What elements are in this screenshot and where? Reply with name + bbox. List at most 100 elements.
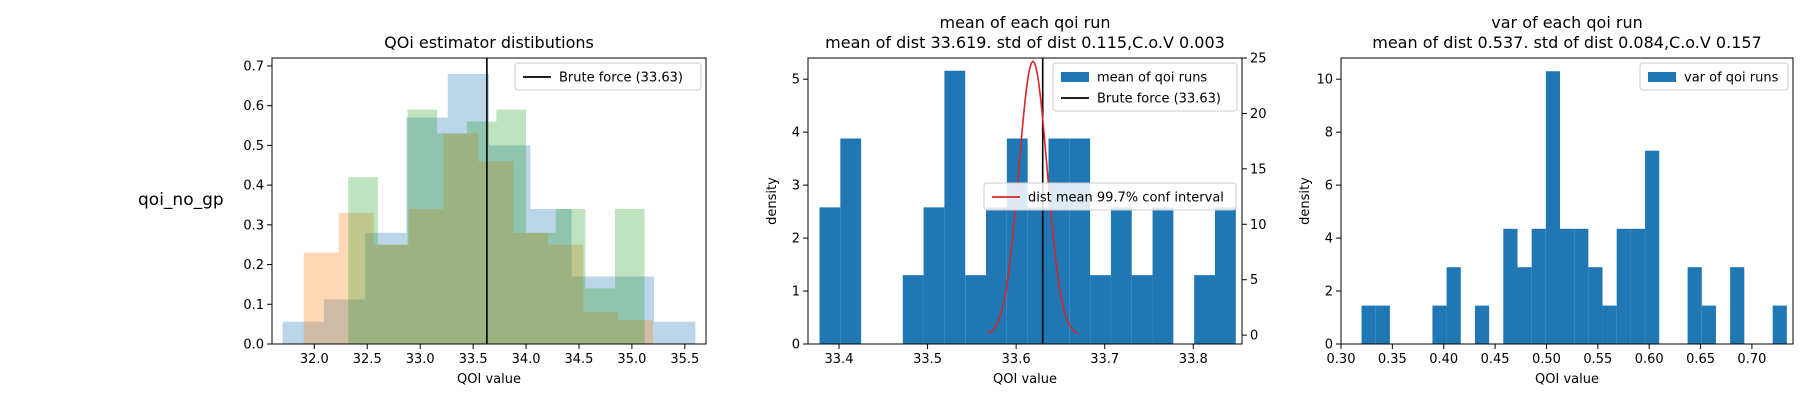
x-tick-label: 32.5 bbox=[353, 352, 382, 367]
hist-bar bbox=[447, 73, 489, 344]
hist-bar bbox=[496, 109, 527, 344]
x-tick-label: 33.6 bbox=[1002, 352, 1031, 367]
hist-bar bbox=[1730, 267, 1745, 344]
hist-bar bbox=[530, 208, 572, 344]
chart-title: mean of each qoi run bbox=[940, 13, 1111, 32]
chart-title: var of each qoi run bbox=[1491, 13, 1642, 32]
hist-bar bbox=[1602, 305, 1617, 344]
confidence-curve bbox=[987, 60, 1079, 335]
hist-bar bbox=[618, 320, 654, 344]
x-tick-label: 33.5 bbox=[913, 352, 942, 367]
hist-bar bbox=[583, 312, 619, 344]
right-y-tick-label: 0 bbox=[1250, 329, 1258, 344]
hist-bar bbox=[1645, 150, 1660, 344]
hist-bar bbox=[585, 288, 615, 344]
x-tick-label: 34.5 bbox=[564, 352, 593, 367]
x-tick-label: 33.7 bbox=[1090, 352, 1119, 367]
x-axis-label: QOI value bbox=[993, 372, 1057, 387]
hist-bar bbox=[407, 109, 438, 344]
hist-bar bbox=[1517, 267, 1532, 344]
hist-bar bbox=[1630, 228, 1646, 344]
hist-bar bbox=[1048, 138, 1070, 344]
hist-bar bbox=[408, 208, 444, 344]
x-tick-label: 0.50 bbox=[1532, 352, 1561, 367]
hist-bar bbox=[489, 145, 531, 344]
legend-label: Brute force (33.63) bbox=[1097, 92, 1221, 107]
hist-bar bbox=[1772, 305, 1787, 344]
y-tick-label: 3 bbox=[792, 179, 800, 194]
x-tick-label: 0.35 bbox=[1378, 352, 1407, 367]
hist-bar bbox=[1545, 71, 1561, 345]
y-tick-label: 0.1 bbox=[243, 298, 264, 313]
x-tick-label: 35.0 bbox=[617, 352, 646, 367]
x-axis-label: QOI value bbox=[1535, 372, 1599, 387]
y-axis-label: density bbox=[1298, 177, 1313, 225]
y-tick-label: 0 bbox=[1325, 338, 1333, 353]
legend-label: Brute force (33.63) bbox=[559, 71, 683, 86]
row-label: qoi_no_gp bbox=[138, 190, 224, 210]
y-tick-label: 2 bbox=[792, 232, 800, 247]
hist-bar bbox=[1432, 305, 1447, 344]
plot-frame bbox=[271, 57, 707, 345]
hist-bar bbox=[443, 133, 479, 344]
legend-label: dist mean 99.7% conf interval bbox=[1028, 191, 1224, 206]
hist-bar bbox=[377, 244, 408, 344]
hist-bar bbox=[1361, 305, 1376, 344]
chart-panel-mean-of-runs: 0 5 10 15 20 25 33.4 33.5 33.6 33.7 33.8 0 1 2 3 4 5 QOI … bbox=[765, 13, 1267, 387]
hist-bar bbox=[571, 276, 613, 344]
legend-label: mean of qoi runs bbox=[1097, 71, 1207, 86]
hist-bar bbox=[282, 321, 324, 344]
hist-bar bbox=[1474, 305, 1490, 344]
hist-bar bbox=[348, 177, 378, 344]
legend-box bbox=[1052, 62, 1238, 112]
y-tick-label: 10 bbox=[1316, 73, 1333, 88]
legend-box bbox=[1639, 62, 1789, 91]
legend-box bbox=[983, 182, 1237, 211]
hist-bar bbox=[437, 133, 467, 344]
hist-bar bbox=[1006, 138, 1028, 344]
x-tick-label: 33.0 bbox=[406, 352, 435, 367]
hist-bar bbox=[526, 232, 556, 344]
y-tick-label: 0.0 bbox=[243, 338, 264, 353]
y-tick-label: 4 bbox=[1325, 232, 1333, 247]
hist-bar bbox=[406, 117, 448, 344]
hist-bar bbox=[1194, 275, 1215, 344]
hist-bar bbox=[365, 232, 407, 344]
hist-bar bbox=[1616, 228, 1631, 344]
hist-bar bbox=[1027, 207, 1049, 344]
y-tick-label: 0.5 bbox=[243, 139, 264, 154]
hist-bar bbox=[902, 275, 924, 344]
hist-bar bbox=[1069, 138, 1091, 344]
x-tick-label: 0.60 bbox=[1635, 352, 1664, 367]
hist-bar bbox=[614, 208, 645, 344]
x-tick-label: 33.8 bbox=[1179, 352, 1208, 367]
right-y-tick-label: 25 bbox=[1250, 52, 1267, 67]
hist-bar bbox=[840, 138, 862, 344]
x-tick-label: 32.0 bbox=[300, 352, 329, 367]
hist-bar bbox=[323, 299, 366, 344]
legend-label: var of qoi runs bbox=[1684, 71, 1779, 86]
y-tick-label: 0.7 bbox=[243, 59, 264, 74]
hist-bar bbox=[1375, 305, 1390, 344]
y-tick-label: 0.4 bbox=[243, 179, 264, 194]
y-tick-label: 0 bbox=[792, 338, 800, 353]
hist-bar bbox=[1588, 267, 1603, 344]
hist-bar bbox=[1131, 275, 1153, 344]
x-tick-label: 0.45 bbox=[1481, 352, 1510, 367]
chart-title: QOi estimator distibutions bbox=[384, 33, 594, 52]
hist-bar bbox=[1503, 228, 1518, 344]
x-tick-label: 0.65 bbox=[1686, 352, 1715, 367]
chart-subtitle: mean of dist 0.537. std of dist 0.084,C.… bbox=[1372, 33, 1761, 52]
right-y-tick-label: 15 bbox=[1250, 162, 1267, 177]
x-tick-label: 0.40 bbox=[1429, 352, 1458, 367]
hist-bar bbox=[923, 207, 945, 344]
plot-frame bbox=[1340, 57, 1794, 345]
hist-bar bbox=[1687, 267, 1702, 344]
hist-bar bbox=[1214, 207, 1236, 344]
x-tick-label: 35.5 bbox=[670, 352, 699, 367]
hist-bar bbox=[654, 321, 696, 344]
hist-bar bbox=[478, 161, 514, 344]
hist-bar bbox=[1701, 305, 1716, 344]
plot-frame bbox=[807, 57, 1243, 345]
